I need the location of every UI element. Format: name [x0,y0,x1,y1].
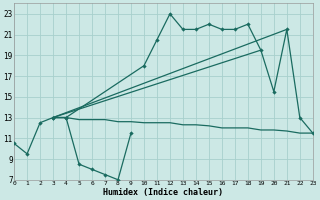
X-axis label: Humidex (Indice chaleur): Humidex (Indice chaleur) [103,188,223,197]
